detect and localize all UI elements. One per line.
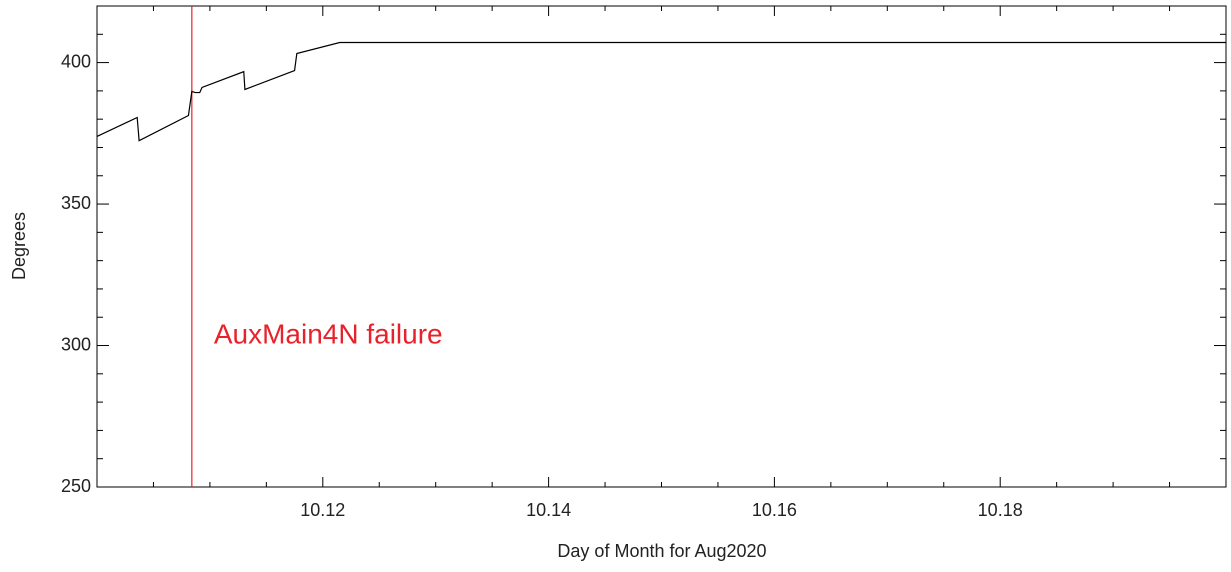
x-tick-label: 10.12 (300, 500, 345, 520)
x-tick-label: 10.14 (526, 500, 571, 520)
annotation: AuxMain4N failure (214, 318, 443, 349)
data-line (96, 41, 1226, 142)
x-axis-label: Day of Month for Aug2020 (557, 541, 766, 561)
x-tick-label: 10.16 (752, 500, 797, 520)
x-tick-label: 10.18 (978, 500, 1023, 520)
y-tick-label: 300 (61, 334, 91, 354)
plot-frame (96, 5, 1227, 488)
y-tick-label: 350 (61, 193, 91, 213)
y-tick-label: 400 (61, 51, 91, 71)
y-tick-label: 250 (61, 476, 91, 496)
y-axis-label: Degrees (9, 212, 29, 280)
